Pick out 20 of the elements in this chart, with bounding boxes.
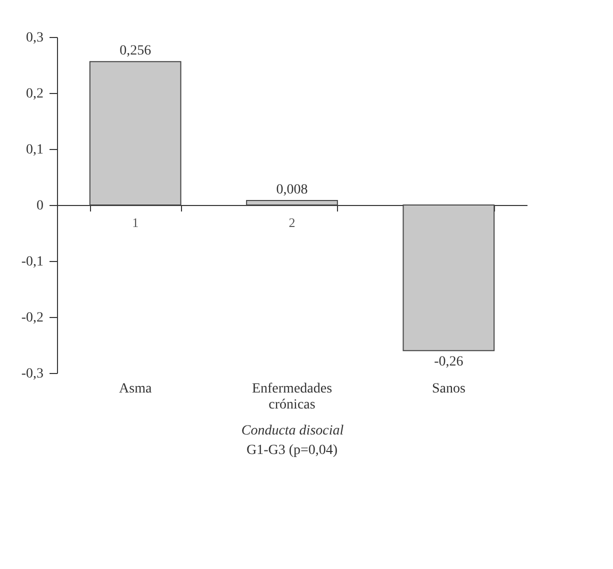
data-label: 0,008 xyxy=(276,182,308,198)
annotation: 2 xyxy=(288,215,296,230)
y-tick-label: -0,1 xyxy=(21,254,44,270)
x-tick-label: Asma xyxy=(118,382,152,396)
bar xyxy=(89,61,182,206)
x-tick-label: Enfermedades crónicas xyxy=(252,382,332,412)
bar xyxy=(246,200,338,206)
y-tick-label: 0 xyxy=(36,198,44,214)
x-axis-title: Conducta disocial xyxy=(241,424,344,438)
text: G1-G3 (p=0,04) xyxy=(246,443,338,458)
x-tick-label: Sanos xyxy=(432,382,466,396)
y-tick-label: 0,1 xyxy=(26,142,44,158)
data-label: -0,26 xyxy=(434,354,464,370)
annotation: 1 xyxy=(132,215,139,230)
y-tick-label: -0,2 xyxy=(21,310,44,326)
data-label: 0,256 xyxy=(120,44,152,59)
y-tick-label: 0,2 xyxy=(26,86,44,102)
bar xyxy=(402,204,495,352)
y-tick-label: -0,3 xyxy=(21,366,44,382)
y-tick-label: 0,3 xyxy=(26,30,44,46)
